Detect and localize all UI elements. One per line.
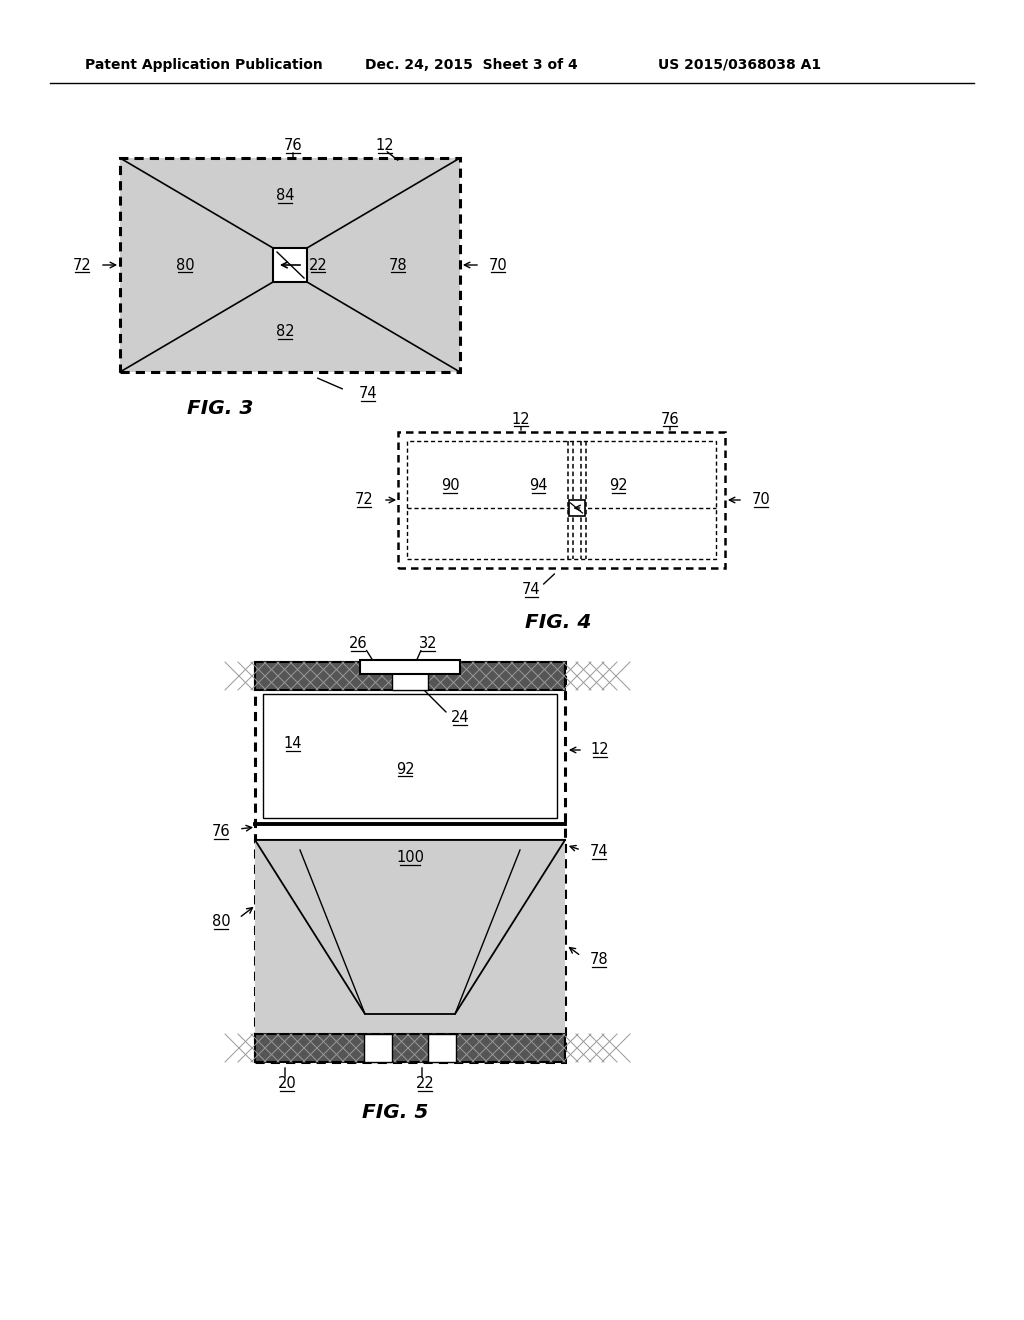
Text: 78: 78	[389, 257, 408, 272]
Text: 92: 92	[395, 762, 415, 776]
Text: 82: 82	[275, 325, 294, 339]
Bar	[255, 840, 565, 1034]
Text: 20: 20	[278, 1077, 296, 1092]
Text: Dec. 24, 2015  Sheet 3 of 4: Dec. 24, 2015 Sheet 3 of 4	[365, 58, 578, 73]
Text: 74: 74	[590, 845, 608, 859]
Text: 14: 14	[284, 737, 302, 751]
Text: 76: 76	[284, 139, 302, 153]
Text: 92: 92	[609, 479, 628, 494]
Bar	[255, 1034, 565, 1063]
Text: 22: 22	[416, 1077, 434, 1092]
Text: 26: 26	[349, 636, 368, 652]
Bar	[359, 660, 461, 675]
Text: 70: 70	[488, 257, 507, 272]
Text: 84: 84	[275, 189, 294, 203]
Text: 24: 24	[451, 710, 469, 726]
Text: 72: 72	[73, 257, 91, 272]
Text: FIG. 4: FIG. 4	[525, 612, 591, 631]
Text: 12: 12	[591, 742, 609, 758]
Bar	[120, 158, 460, 372]
Bar	[407, 441, 716, 558]
Bar	[568, 500, 585, 516]
Bar	[273, 248, 307, 282]
Text: US 2015/0368038 A1: US 2015/0368038 A1	[658, 58, 821, 73]
Text: 22: 22	[308, 257, 328, 272]
Text: 94: 94	[529, 479, 548, 494]
Bar	[255, 663, 565, 1063]
Polygon shape	[255, 840, 565, 1014]
Text: FIG. 5: FIG. 5	[361, 1102, 428, 1122]
Bar	[392, 663, 428, 690]
Text: 74: 74	[358, 387, 377, 401]
Text: 74: 74	[522, 582, 541, 598]
Text: 70: 70	[752, 492, 770, 507]
Text: FIG. 3: FIG. 3	[186, 399, 253, 417]
Text: 78: 78	[590, 953, 608, 968]
Text: 76: 76	[212, 825, 230, 840]
Text: 90: 90	[440, 479, 460, 494]
Bar	[398, 432, 725, 568]
Text: 12: 12	[512, 412, 530, 426]
Text: 100: 100	[396, 850, 424, 866]
Text: 32: 32	[419, 636, 437, 652]
Text: 12: 12	[376, 139, 394, 153]
Text: 80: 80	[176, 257, 195, 272]
Bar	[120, 158, 460, 372]
Bar	[255, 663, 565, 690]
Bar	[364, 1034, 392, 1063]
Text: 76: 76	[660, 412, 679, 426]
Text: Patent Application Publication: Patent Application Publication	[85, 58, 323, 73]
Bar	[428, 1034, 456, 1063]
Text: 72: 72	[354, 492, 374, 507]
Text: 80: 80	[212, 915, 230, 929]
Bar	[263, 694, 557, 818]
